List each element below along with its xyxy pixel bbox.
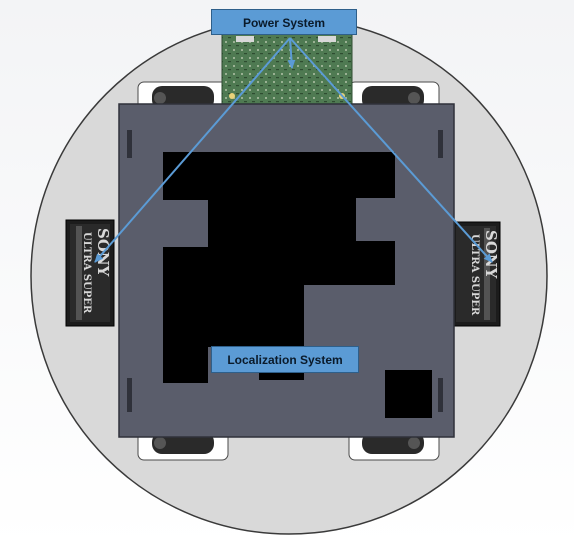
arrow-to-power-board xyxy=(287,37,296,69)
left-battery-product: ULTRA SUPER xyxy=(81,232,92,314)
arrow-to-left-battery xyxy=(94,37,291,263)
power-system-label: Power System xyxy=(211,9,357,35)
right-battery xyxy=(451,221,501,327)
right-battery-product: ULTRA SUPER xyxy=(469,234,480,316)
left-battery xyxy=(65,219,115,327)
localization-system-label: Localization System xyxy=(211,346,359,373)
arrow-to-right-battery xyxy=(289,37,493,263)
localization-marker xyxy=(163,152,432,418)
